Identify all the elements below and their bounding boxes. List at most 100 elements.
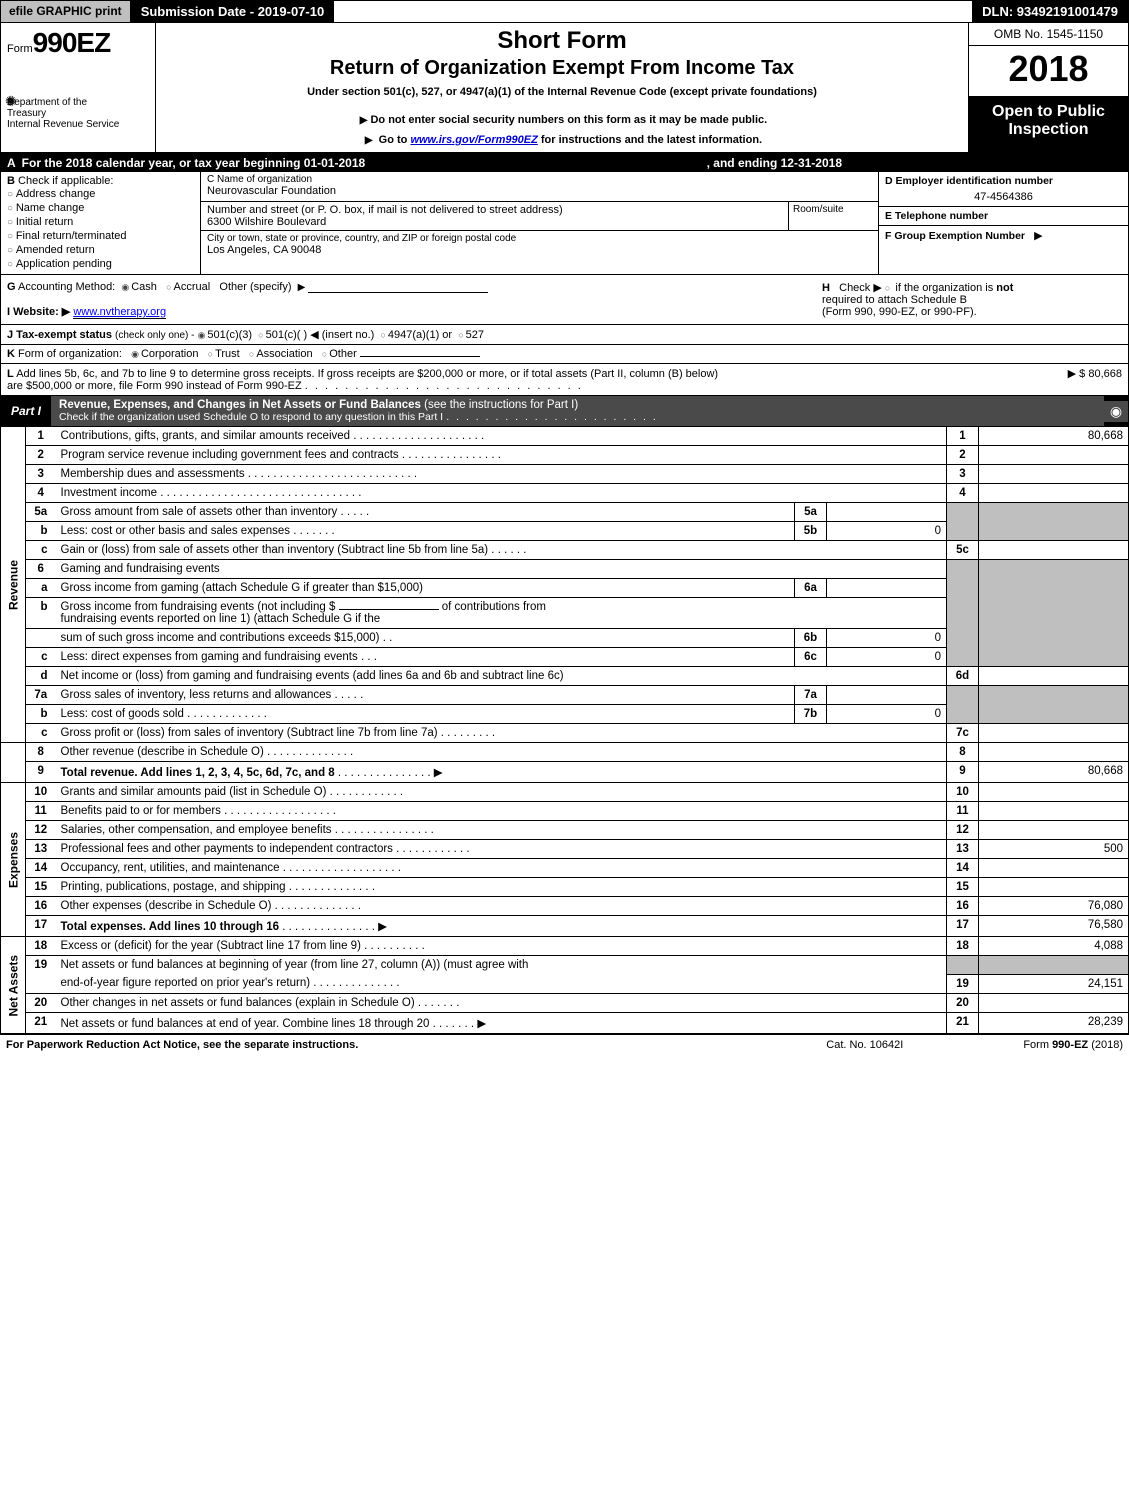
shaded-cell xyxy=(979,956,1129,975)
line-3: 3 Membership dues and assessments . . . … xyxy=(1,465,1129,484)
line-rval: 24,151 xyxy=(979,974,1129,993)
address-value: 6300 Wilshire Boulevard xyxy=(207,216,782,228)
group-exemption-row: F Group Exemption Number ▶ xyxy=(879,226,1128,274)
arrow-icon xyxy=(362,134,376,146)
line-7c: c Gross profit or (loss) from sales of i… xyxy=(1,724,1129,743)
irs-link[interactable]: www.irs.gov/Form990EZ xyxy=(410,134,537,146)
line-5a: 5a Gross amount from sale of assets othe… xyxy=(1,503,1129,522)
line-num: c xyxy=(26,724,56,743)
checkbox-schedule-b[interactable] xyxy=(885,282,892,294)
website-link[interactable]: www.nvtherapy.org xyxy=(73,306,166,319)
help-icon[interactable]: ◉ xyxy=(1104,401,1128,422)
radio-4947[interactable] xyxy=(380,329,387,341)
org-name-value: Neurovascular Foundation xyxy=(207,185,872,197)
line-desc: Less: direct expenses from gaming and fu… xyxy=(56,648,795,667)
subbox-label: 5a xyxy=(795,503,827,522)
goto-suffix: for instructions and the latest informat… xyxy=(538,134,762,146)
revenue-sidelabel-cont xyxy=(1,743,26,783)
line-4: 4 Investment income . . . . . . . . . . … xyxy=(1,484,1129,503)
h-text1: Check ▶ xyxy=(839,282,882,294)
line-num: b xyxy=(26,522,56,541)
line-desc: Total revenue. Add lines 1, 2, 3, 4, 5c,… xyxy=(56,762,947,783)
line-desc: Benefits paid to or for members . . . . … xyxy=(56,802,947,821)
line-desc: Salaries, other compensation, and employ… xyxy=(56,821,947,840)
line-rval xyxy=(979,667,1129,686)
line-rnum: 12 xyxy=(947,821,979,840)
accounting-method: G Accounting Method: Cash Accrual Other … xyxy=(7,281,822,318)
fundraising-blank[interactable] xyxy=(339,609,439,610)
section-a-text-left: For the 2018 calendar year, or tax year … xyxy=(22,156,366,170)
goto-prefix: Go to xyxy=(379,134,411,146)
line-rnum: 1 xyxy=(947,427,979,446)
checkbox-final-return[interactable]: Final return/terminated xyxy=(7,229,194,243)
check-if-label: Check if applicable: xyxy=(18,175,113,187)
checkbox-name-change[interactable]: Name change xyxy=(7,201,194,215)
efile-print-button[interactable]: efile GRAPHIC print xyxy=(1,1,131,22)
line-11: 11 Benefits paid to or for members . . .… xyxy=(1,802,1129,821)
line-num: 3 xyxy=(26,465,56,484)
line-num: 13 xyxy=(26,840,56,859)
radio-cash[interactable] xyxy=(121,281,131,293)
insert-no: ◀ (insert no.) xyxy=(310,329,374,341)
checkbox-address-change[interactable]: Address change xyxy=(7,187,194,201)
line-12: 12 Salaries, other compensation, and emp… xyxy=(1,821,1129,840)
line-rval xyxy=(979,802,1129,821)
line-desc: Gross amount from sale of assets other t… xyxy=(56,503,795,522)
radio-501c[interactable] xyxy=(258,329,265,341)
checkbox-initial-return[interactable]: Initial return xyxy=(7,215,194,229)
line-num: 5a xyxy=(26,503,56,522)
shaded-cell xyxy=(947,956,979,975)
netassets-sidelabel: Net Assets xyxy=(1,937,26,1034)
section-a-label: A xyxy=(7,156,16,170)
line-rnum: 15 xyxy=(947,878,979,897)
line-desc: Gross sales of inventory, less returns a… xyxy=(56,686,795,705)
topbar-spacer xyxy=(334,1,972,22)
l-label: L xyxy=(7,368,14,380)
line-num: 4 xyxy=(26,484,56,503)
line-rnum: 21 xyxy=(947,1012,979,1033)
line-rnum: 6d xyxy=(947,667,979,686)
radio-501c3[interactable] xyxy=(198,329,208,341)
radio-527[interactable] xyxy=(458,329,465,341)
line-desc: Less: cost of goods sold . . . . . . . .… xyxy=(56,705,795,724)
checkbox-amended-return[interactable]: Amended return xyxy=(7,243,194,257)
line-rval: 76,580 xyxy=(979,916,1129,937)
treasury-seal-icon: ✺ xyxy=(5,93,17,110)
other-org-blank[interactable] xyxy=(360,356,480,357)
line-desc: Gaming and fundraising events xyxy=(56,560,947,579)
h-text2: if the organization is xyxy=(895,282,993,294)
line-desc: Other expenses (describe in Schedule O) … xyxy=(56,897,947,916)
under-section-text: Under section 501(c), 527, or 4947(a)(1)… xyxy=(166,86,958,98)
i-label: I Website: ▶ xyxy=(7,306,70,318)
line-num: 18 xyxy=(26,937,56,956)
radio-trust[interactable] xyxy=(208,348,215,360)
line-num: 10 xyxy=(26,783,56,802)
subbox-label: 5b xyxy=(795,522,827,541)
radio-corporation[interactable] xyxy=(131,348,141,360)
expenses-sidelabel: Expenses xyxy=(1,783,26,937)
checkbox-application-pending[interactable]: Application pending xyxy=(7,257,194,271)
line-21: 21 Net assets or fund balances at end of… xyxy=(1,1012,1129,1033)
line-13: 13 Professional fees and other payments … xyxy=(1,840,1129,859)
line-rval xyxy=(979,541,1129,560)
line-desc: Net assets or fund balances at end of ye… xyxy=(56,1012,947,1033)
opt-association: Association xyxy=(256,348,312,360)
line-18: Net Assets 18 Excess or (deficit) for th… xyxy=(1,937,1129,956)
line-desc: Printing, publications, postage, and shi… xyxy=(56,878,947,897)
line-rval: 80,668 xyxy=(979,762,1129,783)
line-1: Revenue 1 Contributions, gifts, grants, … xyxy=(1,427,1129,446)
line-desc: Gross income from fundraising events (no… xyxy=(56,598,947,629)
form-footer: Form 990-EZ (2018) xyxy=(1023,1039,1123,1051)
line-rnum: 3 xyxy=(947,465,979,484)
column-d-e-f: D Employer identification number 47-4564… xyxy=(878,172,1128,274)
shaded-cell xyxy=(979,686,1129,724)
form-header: Form990EZ ✺ Department of the Treasury I… xyxy=(0,23,1129,154)
part-1-title-rest: (see the instructions for Part I) xyxy=(421,399,578,411)
line-num: 21 xyxy=(26,1012,56,1033)
line-rval: 80,668 xyxy=(979,427,1129,446)
ein-label: D Employer identification number xyxy=(885,175,1122,187)
radio-accrual[interactable] xyxy=(166,281,173,293)
other-specify-blank[interactable] xyxy=(308,281,488,293)
ein-row: D Employer identification number 47-4564… xyxy=(879,172,1128,207)
line-num: c xyxy=(26,541,56,560)
